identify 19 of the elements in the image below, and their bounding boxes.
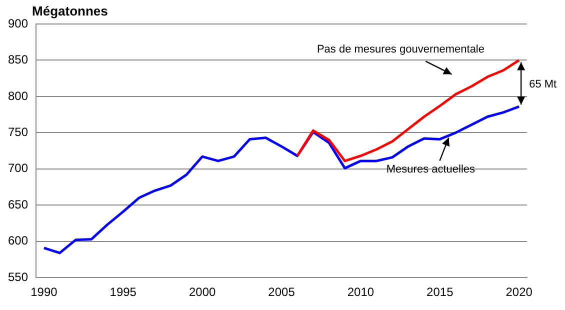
- x-tick-label: 1990: [30, 285, 58, 300]
- x-tick-label: 2020: [506, 285, 533, 300]
- y-tick-label: 700: [8, 161, 28, 176]
- y-tick-label: 750: [8, 125, 28, 139]
- text: 65 Mt: [529, 78, 557, 90]
- y-tick-label: 600: [8, 234, 28, 248]
- x-tick-label: 2015: [426, 285, 454, 300]
- y-tick-label: 850: [8, 52, 28, 67]
- y-tick-label: 550: [8, 270, 28, 284]
- x-tick-label: 2005: [268, 285, 296, 300]
- x-tick-label: 2000: [188, 285, 216, 300]
- y-tick-label: 900: [8, 16, 28, 30]
- x-tick-label: 1995: [110, 285, 137, 300]
- x-tick-label: 2010: [347, 285, 374, 300]
- series-label: Pas de mesures gouvernementale: [316, 43, 484, 56]
- y-tick-label: 800: [8, 88, 28, 103]
- y-tick-label: 650: [8, 197, 28, 212]
- series-label: Mesures actuelles: [386, 164, 476, 176]
- y-axis-title: Mégatonnes: [32, 4, 108, 19]
